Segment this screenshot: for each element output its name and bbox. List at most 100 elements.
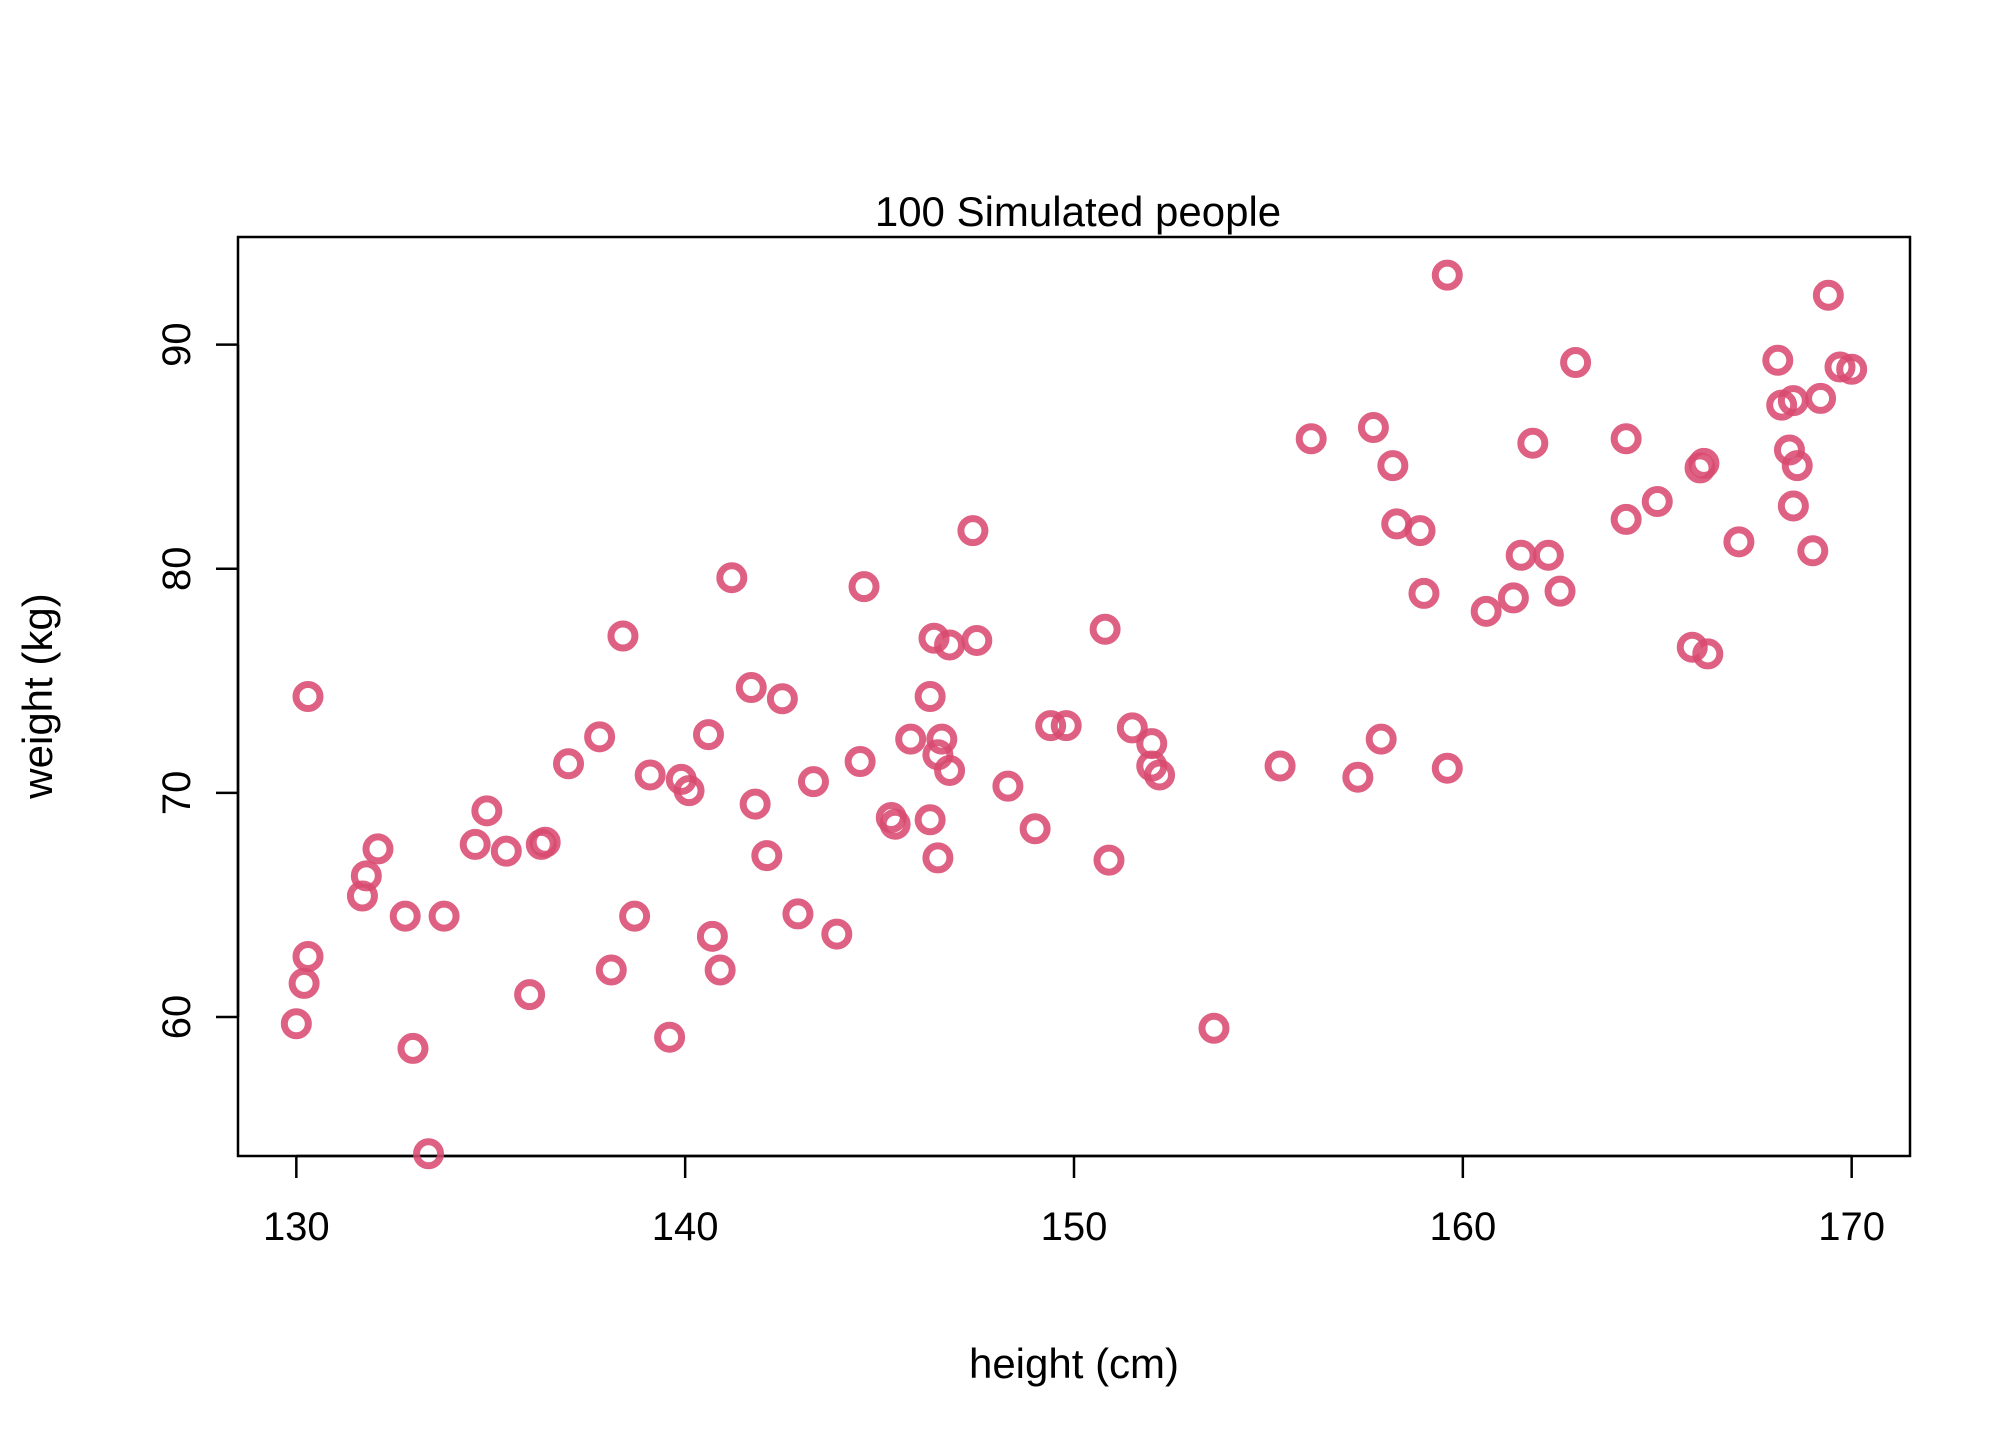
data-point — [797, 766, 829, 798]
data-point — [1093, 844, 1125, 876]
data-point — [1517, 427, 1549, 459]
data-point — [1505, 539, 1537, 571]
data-point — [1610, 423, 1642, 455]
data-point — [1805, 382, 1837, 414]
data-point — [1762, 344, 1794, 376]
data-point — [735, 672, 767, 704]
data-point — [821, 918, 853, 950]
data-point — [914, 804, 946, 836]
y-tick-label: 70 — [155, 771, 199, 816]
data-point — [782, 898, 814, 930]
data-point — [1377, 450, 1409, 482]
data-point — [848, 571, 880, 603]
data-point — [389, 900, 421, 932]
data-point — [607, 620, 639, 652]
data-point — [1777, 490, 1809, 522]
data-point — [751, 840, 783, 872]
data-point — [704, 954, 736, 986]
data-point — [1836, 353, 1868, 385]
data-point — [292, 941, 324, 973]
data-point — [1089, 613, 1121, 645]
data-point — [514, 979, 546, 1011]
data-point — [1497, 582, 1529, 614]
data-point — [1781, 450, 1813, 482]
data-point — [428, 900, 460, 932]
data-point — [362, 833, 394, 865]
data-point — [1408, 577, 1440, 609]
data-point — [1198, 1012, 1230, 1044]
data-point — [350, 860, 382, 892]
data-point — [739, 788, 771, 820]
data-point — [1610, 503, 1642, 535]
data-point — [292, 681, 324, 712]
data-point — [934, 754, 966, 786]
data-point — [584, 721, 616, 753]
x-axis-label: height (cm) — [969, 1340, 1179, 1387]
y-axis: 60 70 80 90 — [155, 322, 240, 1040]
data-point — [595, 954, 627, 986]
data-point — [288, 967, 320, 999]
data-point — [553, 748, 585, 780]
data-point — [1544, 575, 1576, 607]
data-point — [766, 683, 798, 715]
data-point — [1019, 813, 1051, 845]
plot-frame — [236, 235, 1912, 1158]
data-point — [844, 746, 876, 778]
data-point — [1264, 750, 1296, 782]
data-point — [1431, 752, 1463, 784]
data-point — [1116, 712, 1148, 744]
data-point — [1342, 761, 1374, 793]
data-point — [961, 624, 993, 656]
data-point — [1692, 638, 1724, 670]
data-point — [1050, 710, 1082, 742]
data-point — [1560, 347, 1592, 379]
data-point — [926, 723, 958, 755]
data-point — [1723, 526, 1755, 558]
data-point — [914, 681, 946, 712]
data-point — [280, 1008, 312, 1040]
data-point — [619, 900, 651, 932]
x-tick-label: 140 — [652, 1205, 719, 1249]
data-point — [1532, 539, 1564, 571]
data-point — [1144, 759, 1176, 791]
data-point — [1797, 535, 1829, 567]
data-point — [1404, 515, 1436, 547]
y-tick-label: 60 — [155, 995, 199, 1040]
data-point — [471, 795, 503, 827]
data-point — [934, 629, 966, 661]
data-point — [673, 775, 705, 807]
y-axis-label: weight (kg) — [14, 593, 61, 799]
data-points — [280, 259, 1868, 1170]
data-point — [922, 842, 954, 874]
data-point — [918, 622, 950, 654]
data-point — [692, 719, 724, 751]
y-tick-label: 90 — [155, 322, 199, 367]
data-point — [1812, 279, 1844, 311]
data-point — [1688, 447, 1720, 479]
data-point — [654, 1021, 686, 1053]
data-point — [529, 826, 561, 858]
x-tick-label: 170 — [1818, 1205, 1885, 1249]
data-point — [490, 835, 522, 867]
data-point — [957, 515, 989, 547]
y-tick-label: 80 — [155, 546, 199, 591]
data-point — [397, 1032, 429, 1064]
data-point — [1431, 259, 1463, 291]
data-point — [1295, 423, 1327, 455]
data-point — [1035, 710, 1067, 742]
data-point — [1676, 631, 1708, 663]
data-point — [634, 759, 666, 791]
x-axis: 130 140 150 160 170 — [263, 1154, 1885, 1249]
data-point — [413, 1138, 445, 1170]
data-point — [716, 562, 748, 594]
x-tick-label: 150 — [1041, 1205, 1108, 1249]
data-point — [459, 828, 491, 860]
data-point — [696, 920, 728, 952]
data-point — [1470, 595, 1502, 627]
data-point — [1357, 412, 1389, 444]
x-tick-label: 130 — [263, 1205, 330, 1249]
data-point — [1641, 485, 1673, 517]
chart-title: 100 Simulated people — [875, 188, 1281, 235]
x-tick-label: 160 — [1429, 1205, 1496, 1249]
